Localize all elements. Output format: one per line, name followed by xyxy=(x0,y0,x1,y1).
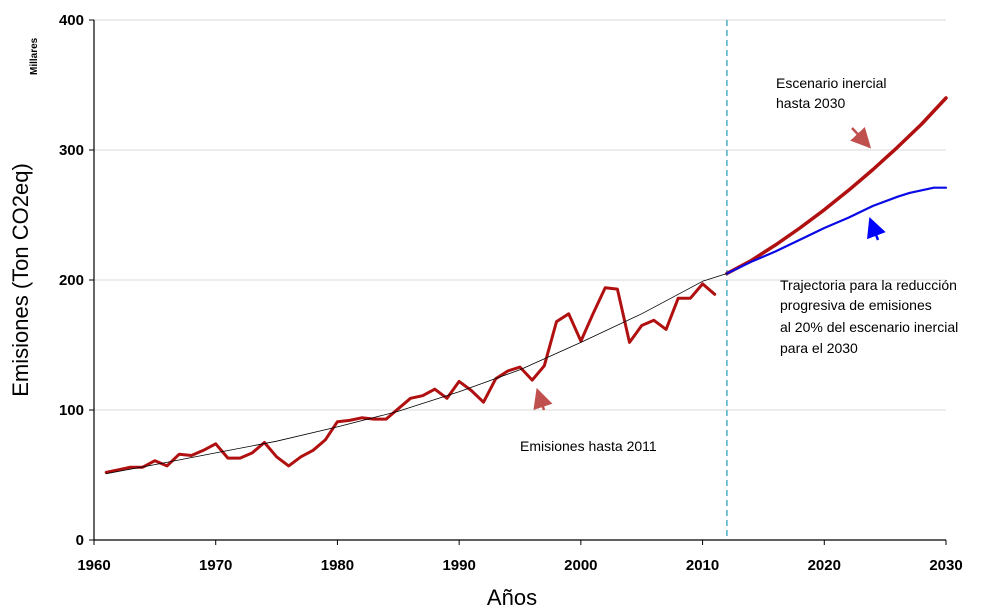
series-historic-emissions xyxy=(104,282,717,474)
series-reduction-trajectory xyxy=(725,186,948,275)
svg-text:hasta 2030: hasta 2030 xyxy=(776,95,845,111)
y-unit-label: Millares xyxy=(29,37,40,75)
x-tick-label: 1990 xyxy=(442,557,475,574)
annotation-historic: Emisiones hasta 2011 xyxy=(520,387,657,454)
axes xyxy=(89,19,947,545)
y-tick-label: 100 xyxy=(59,402,84,419)
annotation-inertial-arrow xyxy=(850,127,872,149)
y-axis-title: Emisiones (Ton CO2eq) xyxy=(8,163,33,397)
x-tick-label: 1960 xyxy=(77,557,110,574)
annotation-reduction-arrow xyxy=(867,216,886,241)
tick-labels: 0 100 200 300 400 1960 1970 1980 1990 2000 2010 202… xyxy=(59,12,963,574)
svg-text:para el 2030: para el 2030 xyxy=(780,340,858,356)
series-inertial-scenario xyxy=(725,96,948,276)
series-trend-line xyxy=(105,273,728,475)
x-tick-label: 2030 xyxy=(929,557,962,574)
annotation-reduction: Trajectoria para la reducción progresiva… xyxy=(780,216,958,356)
x-tick-label: 2000 xyxy=(564,557,597,574)
svg-text:Trajectoria para la reducción: Trajectoria para la reducción xyxy=(780,277,957,293)
x-axis-title: Años xyxy=(487,585,537,610)
gridlines xyxy=(94,19,946,411)
svg-text:progresiva de emisiones: progresiva de emisiones xyxy=(780,297,932,313)
y-tick-label: 400 xyxy=(59,12,84,29)
svg-text:Emisiones hasta 2011: Emisiones hasta 2011 xyxy=(520,438,657,454)
x-tick-label: 1970 xyxy=(199,557,232,574)
y-tick-label: 0 xyxy=(76,532,84,549)
y-tick-label: 300 xyxy=(59,142,84,159)
annotation-historic-arrow xyxy=(533,387,553,411)
x-tick-label: 1980 xyxy=(321,557,354,574)
series-lines xyxy=(104,96,948,475)
y-tick-label: 200 xyxy=(59,272,84,289)
x-tick-label: 2010 xyxy=(686,557,719,574)
x-tick-label: 2020 xyxy=(808,557,841,574)
svg-text:Escenario inercial: Escenario inercial xyxy=(776,75,887,91)
annotation-inertial: Escenario inercial hasta 2030 xyxy=(776,75,887,149)
svg-text:al 20% del escenario inercial: al 20% del escenario inercial xyxy=(780,319,958,335)
